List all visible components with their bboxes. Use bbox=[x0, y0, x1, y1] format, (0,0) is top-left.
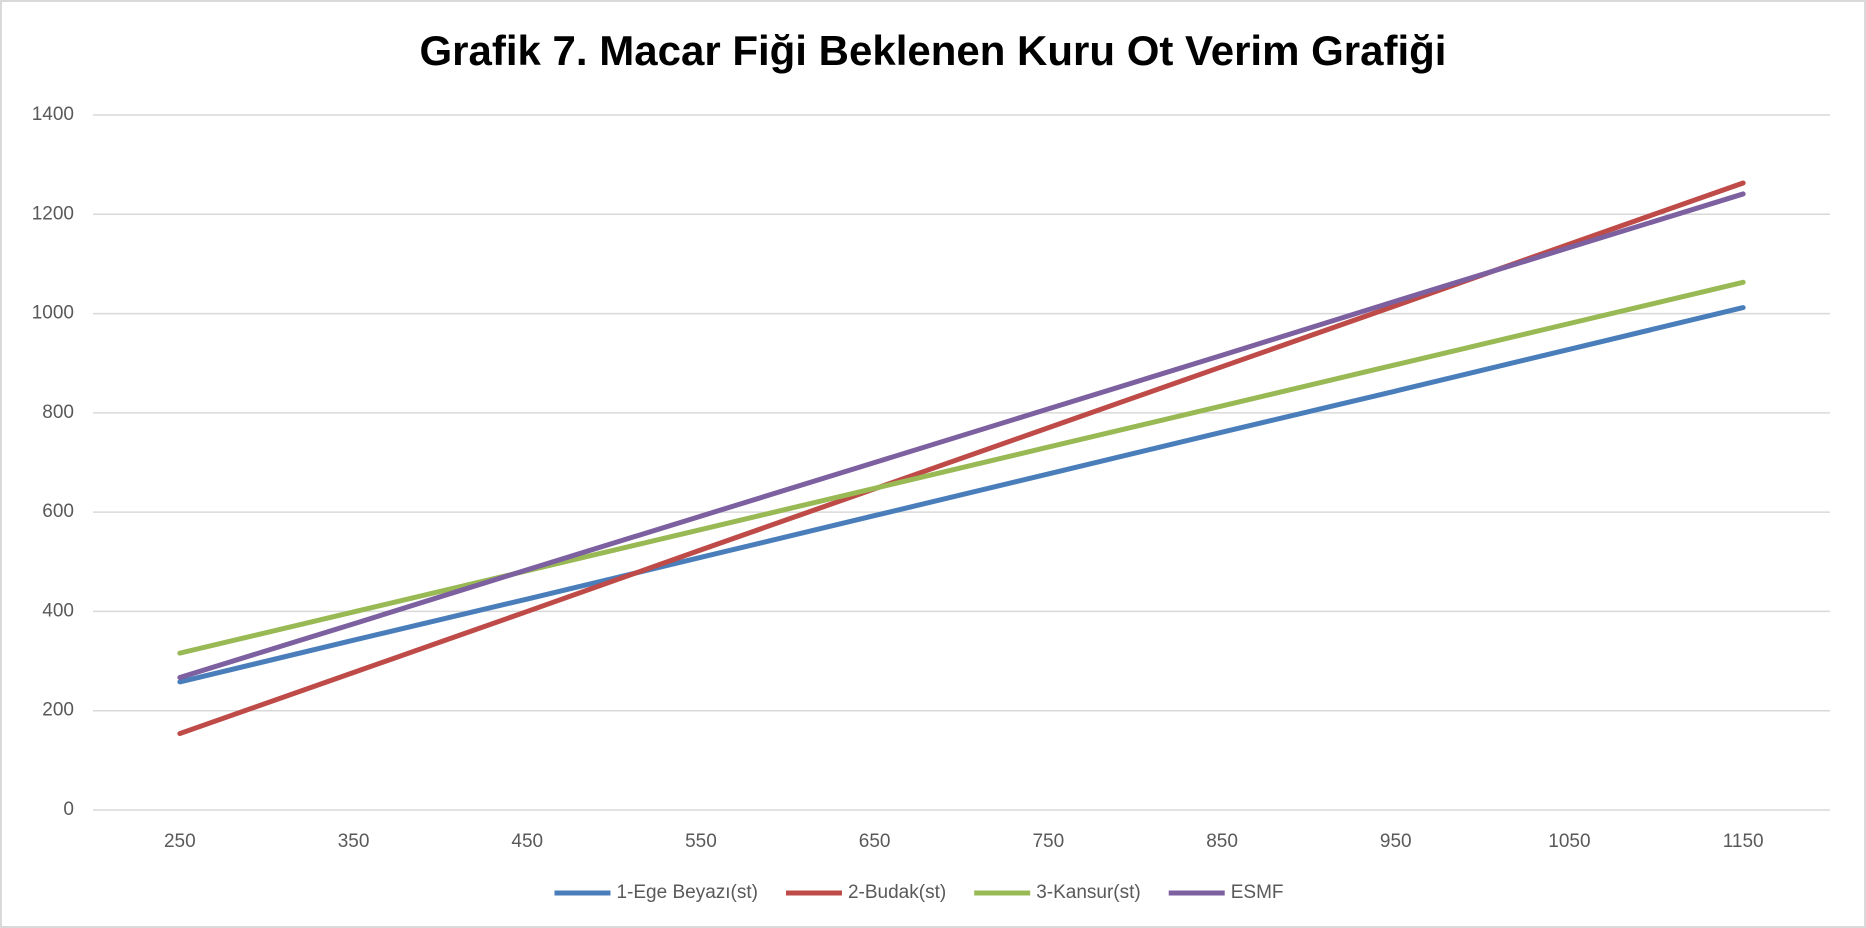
y-tick-label: 600 bbox=[42, 501, 74, 522]
x-tick-label: 850 bbox=[1206, 831, 1238, 852]
x-tick-label: 350 bbox=[338, 831, 370, 852]
y-tick-label: 400 bbox=[42, 600, 74, 621]
legend-label: 3-Kansur(st) bbox=[1036, 882, 1141, 903]
series-line bbox=[177, 279, 1746, 656]
x-tick-label: 750 bbox=[1032, 831, 1064, 852]
x-tick-label: 1050 bbox=[1548, 831, 1590, 852]
series-line bbox=[177, 191, 1746, 680]
x-tick-label: 450 bbox=[511, 831, 543, 852]
y-tick-label: 1200 bbox=[32, 203, 74, 224]
y-tick-label: 0 bbox=[63, 799, 74, 820]
x-tick-label: 250 bbox=[164, 831, 196, 852]
legend-label: 2-Budak(st) bbox=[848, 882, 946, 903]
x-tick-label: 950 bbox=[1380, 831, 1412, 852]
y-tick-label: 800 bbox=[42, 402, 74, 423]
y-tick-label: 1400 bbox=[32, 104, 74, 125]
x-tick-label: 650 bbox=[859, 831, 891, 852]
x-tick-label: 550 bbox=[685, 831, 717, 852]
y-tick-label: 1000 bbox=[32, 303, 74, 324]
chart-title: Grafik 7. Macar Fiği Beklenen Kuru Ot Ve… bbox=[420, 27, 1447, 74]
legend-label: ESMF bbox=[1231, 882, 1284, 903]
x-tick-label: 1150 bbox=[1723, 831, 1764, 852]
legend-label: 1-Ege Beyazı(st) bbox=[616, 882, 758, 903]
series-line bbox=[177, 305, 1746, 685]
y-tick-label: 200 bbox=[42, 700, 74, 721]
